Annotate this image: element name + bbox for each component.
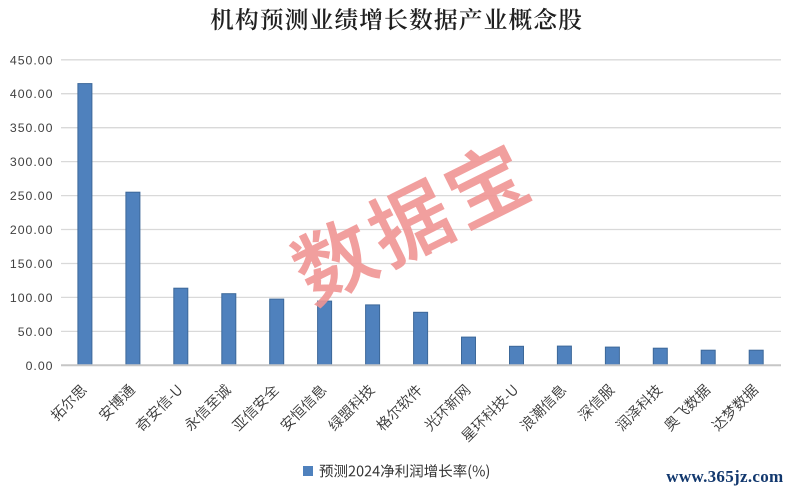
svg-text:300.00: 300.00 [10, 155, 54, 169]
svg-text:50.00: 50.00 [18, 325, 54, 339]
svg-text:250.00: 250.00 [10, 189, 54, 203]
svg-text:www.365jz.com: www.365jz.com [666, 467, 783, 486]
svg-text:200.00: 200.00 [10, 223, 54, 237]
svg-text:150.00: 150.00 [10, 257, 54, 271]
svg-text:450.00: 450.00 [10, 53, 54, 67]
svg-text:0.00: 0.00 [26, 359, 54, 373]
svg-text:100.00: 100.00 [10, 291, 54, 305]
svg-text:400.00: 400.00 [10, 87, 54, 101]
svg-text:350.00: 350.00 [10, 121, 54, 135]
